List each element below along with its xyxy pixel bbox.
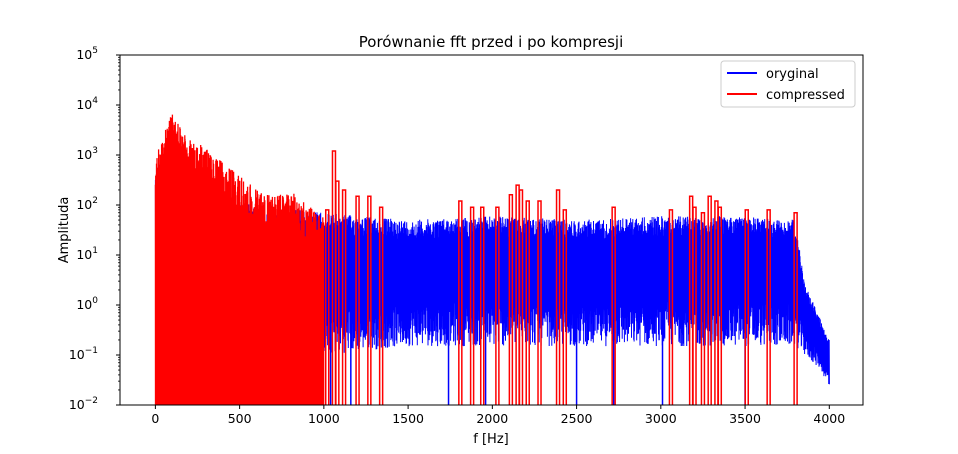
chart-title: Porównanie fft przed i po kompresji: [359, 33, 624, 51]
compressed-spike: [525, 200, 530, 405]
y-tick-label: 100: [76, 296, 98, 312]
compressed-spike: [700, 211, 706, 405]
y-tick-label: 10−1: [69, 346, 98, 362]
compressed-spike: [367, 195, 372, 405]
compressed-spike: [469, 206, 475, 405]
compressed-spike: [766, 209, 771, 405]
x-axis-label: f [Hz]: [473, 432, 508, 447]
compressed-spike: [793, 211, 798, 405]
compressed-spike: [717, 206, 723, 405]
compressed-spike: [495, 206, 500, 405]
y-tick-label: 101: [76, 246, 98, 262]
y-tick-label: 105: [76, 46, 98, 62]
y-tick-label: 10−2: [69, 396, 98, 412]
compressed-spike: [611, 206, 616, 405]
compressed-spike: [562, 209, 568, 405]
x-tick-label: 1000: [308, 411, 340, 426]
x-tick-label: 4000: [813, 411, 845, 426]
y-tick-label: 103: [76, 146, 98, 162]
x-axis: 0 500 1000 1500 2000 2500 3000 3500 4000: [151, 405, 845, 426]
x-tick-label: 1500: [392, 411, 424, 426]
compressed-spike: [668, 209, 674, 405]
compressed-spike: [555, 189, 561, 405]
series-compressed: [154, 114, 798, 405]
compressed-spike: [508, 194, 514, 405]
x-tick-label: 2000: [476, 411, 508, 426]
compressed-spike: [692, 206, 697, 405]
legend-label-oryginal: oryginal: [766, 67, 819, 82]
compressed-spike: [537, 200, 542, 405]
x-tick-label: 2500: [561, 411, 593, 426]
y-tick-label: 104: [76, 96, 98, 112]
y-axis-label: Amplituda: [57, 197, 72, 264]
x-tick-label: 3000: [645, 411, 677, 426]
x-tick-label: 500: [228, 411, 252, 426]
compressed-spike: [744, 209, 749, 405]
compressed-spike: [378, 206, 384, 405]
compressed-spike: [355, 195, 360, 405]
compressed-spike: [518, 189, 524, 405]
x-tick-label: 3500: [729, 411, 761, 426]
compressed-fft-dense: [154, 114, 325, 405]
plot-frame: [119, 54, 864, 406]
y-axis: 10−2 10−1 100 101 102 103 104 105: [69, 46, 120, 412]
compressed-spike: [341, 189, 347, 405]
legend: oryginal compressed: [720, 60, 856, 108]
x-tick-label: 0: [151, 411, 159, 426]
legend-label-compressed: compressed: [766, 88, 845, 103]
compressed-spike: [335, 180, 340, 405]
compressed-spike: [324, 209, 330, 405]
compressed-spike: [458, 200, 463, 405]
compressed-spike: [707, 195, 712, 405]
compressed-spike: [479, 206, 485, 405]
y-tick-label: 102: [76, 196, 98, 212]
